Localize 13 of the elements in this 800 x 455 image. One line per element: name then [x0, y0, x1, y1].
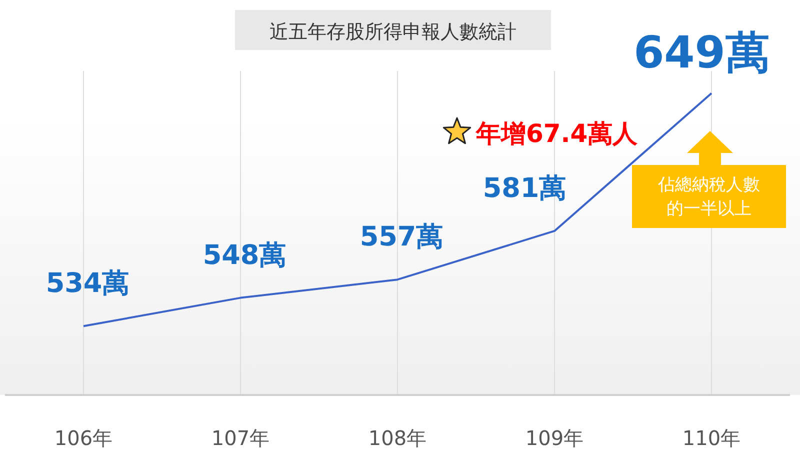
data-label: 557萬 — [360, 222, 444, 253]
x-tick-label: 107年 — [211, 426, 270, 450]
data-label: 649萬 — [634, 27, 770, 78]
data-label: 534萬 — [46, 268, 130, 300]
data-label: 548萬 — [202, 240, 286, 271]
chart-title: 近五年存股所得申報人數統計 — [270, 21, 516, 43]
x-tick-label: 109年 — [525, 426, 584, 450]
x-tick-label: 108年 — [368, 426, 427, 450]
annotation: 年增67.4萬人 — [475, 119, 639, 148]
data-label: 581萬 — [482, 172, 566, 204]
annotation: 佔總納稅人數的一半以上 — [657, 175, 760, 219]
x-tick-label: 110年 — [682, 426, 741, 450]
x-tick-label: 106年 — [54, 426, 113, 450]
